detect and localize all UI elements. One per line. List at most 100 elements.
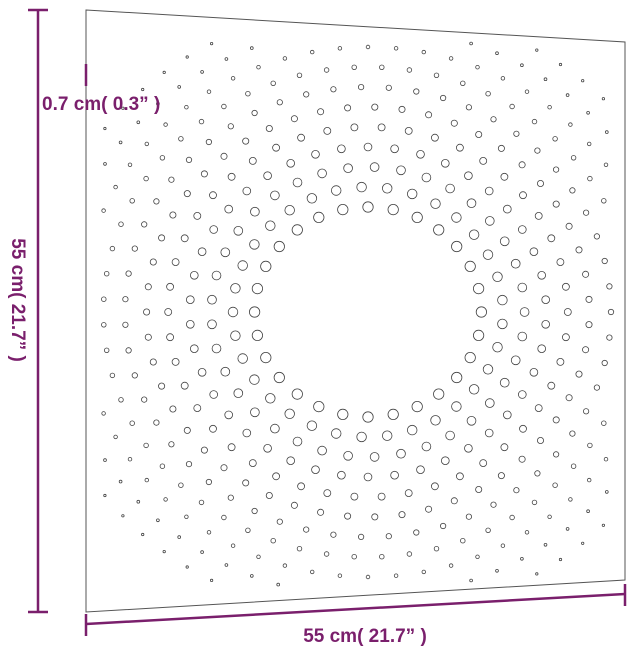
hole (273, 240, 285, 253)
hole (291, 388, 303, 400)
hole (250, 407, 260, 418)
width-dimension (84, 584, 627, 636)
hole (575, 246, 583, 254)
hole (519, 191, 527, 200)
hole (270, 538, 276, 544)
hole (265, 491, 273, 499)
hole (531, 118, 538, 125)
hole (129, 420, 135, 426)
hole (101, 296, 107, 302)
hole (233, 388, 244, 399)
hole (224, 57, 229, 61)
hole (582, 270, 590, 278)
hole (103, 162, 107, 166)
hole (547, 234, 556, 243)
hole (558, 557, 563, 562)
hole (272, 143, 281, 152)
hole (263, 443, 272, 453)
hole (382, 183, 393, 194)
hole (365, 44, 371, 50)
hole (141, 87, 145, 92)
hole (351, 554, 357, 560)
hole (509, 103, 515, 110)
hole (200, 70, 204, 74)
hole (390, 144, 399, 154)
hole (103, 126, 107, 131)
hole (230, 543, 236, 548)
hole (185, 460, 193, 468)
hole (210, 41, 214, 46)
hole (209, 424, 217, 433)
hole (440, 159, 450, 168)
hole (433, 388, 445, 400)
hole (256, 64, 261, 70)
hole (475, 64, 480, 70)
hole (451, 401, 462, 412)
hole (565, 394, 573, 402)
hole (260, 351, 272, 364)
hole (406, 551, 413, 557)
hole (552, 166, 560, 173)
hole (531, 499, 538, 506)
hole (451, 371, 463, 384)
width-line (85, 592, 626, 626)
hole (227, 443, 236, 452)
hole (168, 441, 175, 448)
hole (382, 430, 393, 441)
hole (569, 430, 576, 437)
hole (606, 283, 613, 290)
hole (562, 333, 570, 342)
hole (482, 249, 494, 260)
hole (198, 118, 205, 125)
hole (517, 390, 527, 399)
hole (331, 185, 342, 196)
hole (582, 408, 590, 415)
hole (524, 89, 530, 94)
hole (484, 186, 494, 196)
hole (263, 171, 272, 181)
hole (121, 106, 125, 110)
hole (537, 436, 545, 444)
hole (163, 122, 168, 127)
hole (356, 431, 367, 443)
hole (362, 411, 374, 423)
hole (601, 523, 606, 527)
hole (185, 156, 193, 163)
hole (421, 441, 432, 452)
hole (344, 104, 352, 112)
hole (393, 573, 399, 578)
hole (465, 513, 472, 520)
hole (292, 436, 303, 447)
hole (323, 489, 332, 498)
hole (500, 172, 509, 181)
hole (587, 442, 593, 449)
hole (500, 443, 509, 452)
hole (184, 514, 189, 519)
hole (141, 221, 148, 228)
hole (224, 204, 234, 214)
hole (601, 97, 606, 101)
hole (276, 518, 283, 525)
hole (233, 226, 244, 236)
hole (448, 563, 454, 568)
hole (220, 464, 228, 472)
hole (421, 49, 426, 55)
hole (284, 204, 295, 216)
hole (390, 470, 399, 480)
hole (510, 355, 521, 366)
hole (604, 130, 609, 134)
hole (197, 367, 207, 377)
hole (356, 181, 367, 193)
hole (371, 103, 379, 111)
hole (430, 415, 441, 426)
hole (207, 294, 217, 305)
hole (118, 397, 124, 403)
hole (164, 308, 173, 316)
height-label: 55 cm( 21.7” ) (7, 238, 28, 362)
hole (249, 374, 260, 385)
hole (343, 450, 353, 461)
hole (209, 225, 219, 234)
hole (343, 163, 353, 174)
hole (153, 198, 160, 205)
